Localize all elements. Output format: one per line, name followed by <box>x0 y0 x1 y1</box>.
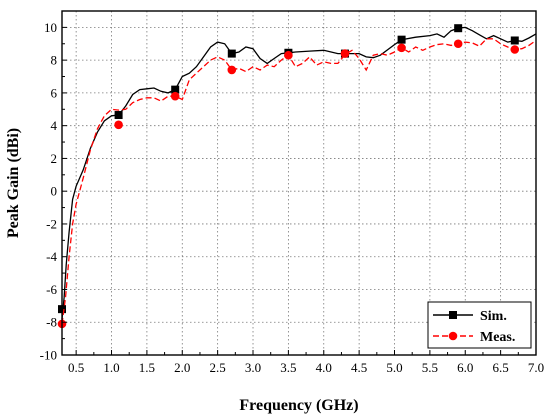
meas-marker <box>114 120 123 130</box>
meas-marker <box>397 43 406 53</box>
sim-marker <box>510 36 519 45</box>
y-tick-label: 10 <box>44 20 57 35</box>
sim-marker <box>114 111 123 120</box>
legend-marker-sim <box>449 311 457 319</box>
y-tick-label: 8 <box>51 53 58 68</box>
series-line-1 <box>61 38 537 324</box>
y-axis-title: Peak Gain (dBi) <box>5 128 22 238</box>
x-tick-label: 1.0 <box>103 360 119 375</box>
x-tick-label: 6.5 <box>493 360 509 375</box>
plot-frame <box>61 10 537 356</box>
y-tick-label: 2 <box>51 151 58 166</box>
x-axis-title: Frequency (GHz) <box>239 397 358 414</box>
meas-marker <box>284 50 293 60</box>
y-tick-label: 6 <box>51 85 58 100</box>
y-tick-label: -4 <box>46 249 57 264</box>
meas-marker <box>340 49 350 58</box>
ticks: 0.5 1.0 1.5 2.0 2.5 3.0 3.5 4.0 4.5 5.0 5.5 6.0 6.5 7… <box>40 20 544 375</box>
x-tick-label: 7.0 <box>528 360 544 375</box>
x-tick-label: 4.5 <box>351 360 367 375</box>
x-tick-label: 2.0 <box>174 360 190 375</box>
meas-marker <box>453 39 463 49</box>
x-tick-label: 3.0 <box>245 360 261 375</box>
legend: Sim. Meas. <box>427 301 532 349</box>
legend-marker-meas <box>448 331 458 341</box>
x-tick-label: 5.0 <box>386 360 402 375</box>
meas-marker <box>510 45 520 54</box>
y-tick-label: -8 <box>46 315 57 330</box>
sim-marker <box>397 35 406 44</box>
y-tick-label: 0 <box>51 184 58 199</box>
x-tick-label: 6.0 <box>457 360 473 375</box>
y-tick-label: -6 <box>46 282 57 297</box>
y-tick-label: -10 <box>40 348 57 363</box>
y-tick-label: -2 <box>46 216 57 231</box>
x-tick-label: 1.5 <box>139 360 155 375</box>
grid <box>62 11 536 355</box>
legend-label-1: Meas. <box>480 330 515 345</box>
x-tick-label: 2.5 <box>210 360 226 375</box>
x-tick-label: 4.0 <box>316 360 332 375</box>
meas-marker <box>227 65 237 75</box>
legend-box <box>427 301 532 349</box>
sim-marker <box>171 85 180 94</box>
x-tick-label: 0.5 <box>68 360 84 375</box>
y-tick-label: 4 <box>51 118 58 133</box>
legend-label-0: Sim. <box>480 309 507 324</box>
series-layer <box>57 24 537 329</box>
sim-marker <box>454 24 463 33</box>
meas-marker <box>170 91 180 101</box>
x-tick-label: 5.5 <box>422 360 438 375</box>
x-tick-label: 3.5 <box>280 360 296 375</box>
sim-marker <box>227 49 236 58</box>
